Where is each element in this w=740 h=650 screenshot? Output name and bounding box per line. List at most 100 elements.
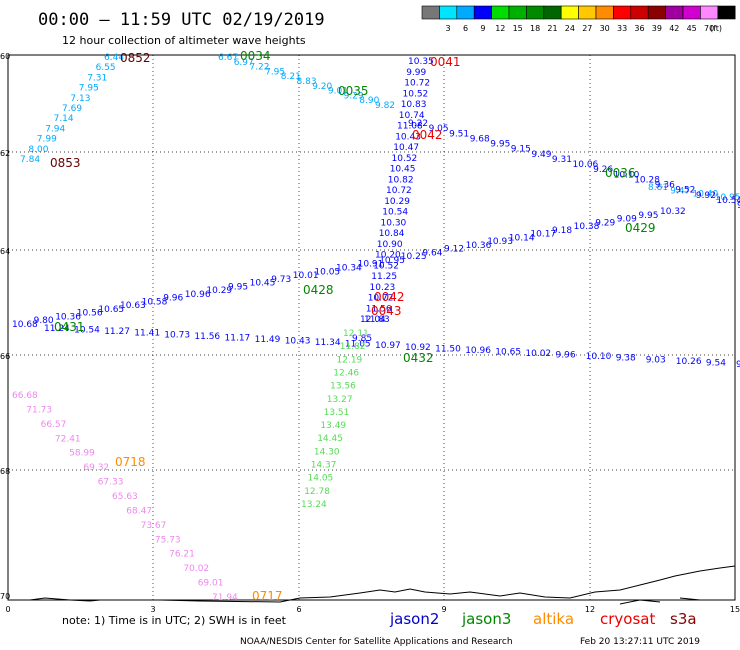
coastline-path — [8, 565, 736, 603]
wave-height-reading: 9.08 — [736, 360, 740, 370]
wave-height-reading: 10.43 — [395, 132, 421, 142]
wave-height-reading: 10.73 — [164, 330, 190, 340]
wave-height-reading: 9.38 — [616, 354, 636, 364]
color-scale-swatch — [560, 5, 579, 20]
wave-height-reading: 9.64 — [422, 248, 442, 258]
wave-height-reading: 9.92 — [696, 191, 716, 201]
wave-height-reading: 12.04 — [360, 315, 386, 325]
pass-time-label: 0428 — [303, 283, 334, 297]
wave-height-reading: 10.52 — [373, 261, 399, 271]
wave-height-reading: 9.01 — [328, 87, 348, 97]
wave-height-reading: 58.99 — [69, 449, 95, 459]
wave-height-reading: 68.47 — [126, 506, 152, 516]
wave-height-reading: 9.47 — [670, 186, 690, 196]
wave-height-reading: 10.05 — [314, 267, 340, 277]
wave-height-reading: 65.63 — [112, 492, 138, 502]
wave-height-reading: 66.57 — [41, 420, 67, 430]
wave-height-reading: 73.67 — [141, 521, 167, 531]
wave-height-reading: 10.20 — [375, 251, 401, 261]
wave-height-reading: 13.56 — [330, 382, 356, 392]
wave-height-reading: 9.29 — [595, 218, 615, 228]
wave-height-reading: 8.81 — [648, 183, 668, 193]
wave-height-reading: 8.83 — [297, 77, 317, 87]
wave-height-reading: 10.32 — [660, 207, 686, 217]
wave-height-reading: 10.95 — [379, 256, 405, 266]
wave-height-reading: 6.55 — [96, 63, 116, 73]
pass-time-label: 0036 — [605, 166, 636, 180]
wave-height-reading: 11.56 — [366, 304, 392, 314]
wave-height-reading: 10.96 — [185, 290, 211, 300]
wave-height-reading: 9.82 — [375, 101, 395, 111]
wave-height-reading: 9.96 — [163, 294, 183, 304]
latitude-tick-label: 68 — [0, 467, 10, 476]
wave-height-reading: 10.58 — [142, 297, 168, 307]
wave-height-reading: 9.80 — [34, 316, 54, 326]
wave-height-reading: 9.15 — [511, 145, 531, 155]
wave-height-reading: 9.09 — [617, 215, 637, 225]
wave-height-reading: 10.47 — [393, 143, 419, 153]
wave-height-reading: 9.52 — [675, 186, 695, 196]
wave-height-reading: 10.65 — [495, 348, 521, 358]
wave-height-reading: 11.83 — [364, 315, 390, 325]
longitude-tick-label: 0 — [5, 605, 10, 614]
pass-times: 0852085300340035003600410042004200430428… — [50, 49, 656, 603]
latitude-tick-label: 66 — [0, 352, 10, 361]
wave-height-reading: 8.21 — [281, 72, 301, 82]
wave-height-reading: 10.82 — [388, 175, 414, 185]
longitude-tick-label: 12 — [585, 605, 595, 614]
wave-height-reading: 67.33 — [98, 478, 124, 488]
wave-height-reading: 14.05 — [308, 474, 334, 484]
wave-height-reading: 9.03 — [646, 355, 666, 365]
latitude-tick-label: 62 — [0, 149, 10, 158]
wave-height-reading: 9.68 — [470, 134, 490, 144]
wave-height-reading: 10.52 — [392, 154, 418, 164]
wave-height-reading: 9.96 — [556, 351, 576, 361]
wave-height-reading: 9.12 — [444, 245, 464, 255]
wave-height-reading: 8.90 — [359, 96, 379, 106]
color-scale-swatch — [700, 5, 719, 20]
wave-height-reading: 12.78 — [304, 487, 330, 497]
wave-height-reading: 9.95 — [228, 282, 248, 292]
wave-height-reading: 10.23 — [370, 283, 396, 293]
wave-height-reading: 9.54 — [706, 358, 726, 368]
color-scale-swatch — [682, 5, 701, 20]
color-scale-swatch — [595, 5, 614, 20]
wave-height-reading: 14.30 — [314, 447, 340, 457]
wave-height-reading: 10.72 — [386, 186, 412, 196]
pass-time-label: 0429 — [625, 221, 656, 235]
pass-time-label: 0035 — [338, 84, 369, 98]
wave-height-reading: 6.44 — [104, 53, 124, 63]
wave-height-reading: 9.18 — [552, 226, 572, 236]
pass-time-label: 0043 — [371, 304, 402, 318]
wave-height-reading: 9.95 — [638, 211, 658, 221]
wave-height-reading: 10.54 — [716, 196, 740, 206]
wave-height-reading: 9.51 — [449, 129, 469, 139]
wave-height-reading: 13.51 — [324, 408, 350, 418]
wave-height-reading: 10.29 — [206, 286, 232, 296]
wave-height-reading: 10.01 — [293, 271, 319, 281]
wave-height-reading: 10.93 — [487, 237, 513, 247]
wave-height-reading: 9.54 — [737, 201, 740, 211]
wave-height-reading: 10.26 — [676, 357, 702, 367]
latitude-tick-label: 60 — [0, 52, 10, 61]
wave-height-reading: 13.27 — [327, 395, 353, 405]
color-scale-swatch — [543, 5, 562, 20]
pass-time-label: 0431 — [54, 320, 85, 334]
color-scale-swatch — [665, 5, 684, 20]
wave-height-reading: 10.36 — [466, 241, 492, 251]
color-scale-swatch — [630, 5, 649, 20]
color-scale-swatch — [717, 5, 736, 20]
wave-height-reading: 7.94 — [45, 124, 65, 134]
color-scale-label: 21 — [547, 24, 557, 33]
footer-note: note: 1) Time is in UTC; 2) SWH is in fe… — [62, 614, 287, 627]
wave-height-reading: 9.20 — [312, 82, 332, 92]
wave-height-reading: 7.22 — [249, 63, 269, 73]
color-scale-swatch — [613, 5, 632, 20]
wave-height-reading: 12.11 — [343, 329, 369, 339]
wave-height-reading: 11.41 — [134, 329, 160, 339]
wave-height-reading: 11.49 — [255, 335, 281, 345]
wave-height-reading: 10.54 — [382, 208, 408, 218]
wave-height-reading: 10.56 — [77, 309, 103, 319]
color-scale-label: 6 — [463, 24, 468, 33]
